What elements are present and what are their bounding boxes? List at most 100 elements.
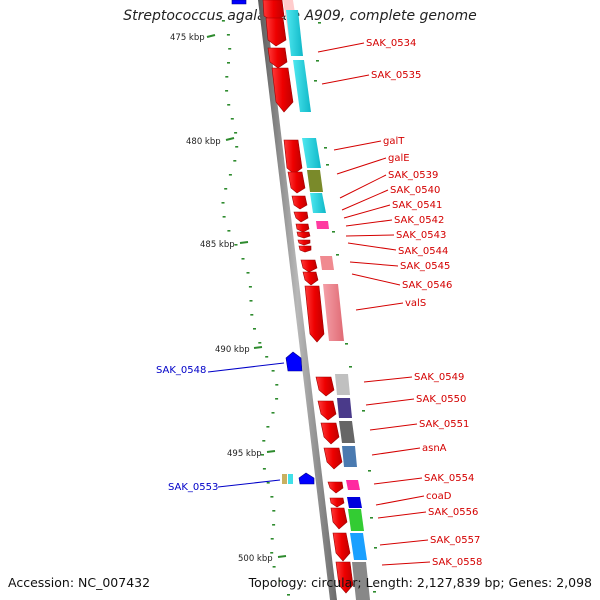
- gene-label-sak-0554: SAK_0554: [424, 473, 474, 484]
- gc-dot: [266, 482, 270, 484]
- gc-dot: [234, 132, 238, 134]
- kbp-label-495: 495 kbp: [227, 449, 262, 459]
- gc-dot: [271, 370, 275, 372]
- reverse-leader-lines: [207, 362, 285, 488]
- gene-label-sak-0540: SAK_0540: [390, 185, 440, 196]
- gene-label-sak-0535: SAK_0535: [371, 70, 421, 81]
- gene-label-sak-0545: SAK_0545: [400, 261, 450, 272]
- gc-dot: [227, 104, 231, 106]
- gene-label-sak-0551: SAK_0551: [419, 419, 469, 430]
- gc-dot: [250, 314, 254, 316]
- forward-gene-labels: SAK_0534 SAK_0535 galT galE SAK_0539 SAK…: [366, 38, 482, 568]
- gc-dot: [275, 384, 279, 386]
- gc-dot: [262, 440, 266, 442]
- gene-label-asna: asnA: [422, 443, 447, 454]
- gc-dot: [287, 594, 290, 596]
- kbp-label-475: 475 kbp: [170, 33, 205, 43]
- gc-dot: [228, 174, 232, 176]
- gc-dot: [362, 410, 365, 412]
- feature-color-track: [283, 0, 370, 600]
- gene-label-sak-0546: SAK_0546: [402, 280, 452, 291]
- gc-dot: [221, 202, 225, 204]
- gc-dot: [228, 48, 232, 50]
- gc-dot: [230, 118, 234, 120]
- gene-label-sak-0553: SAK_0553: [168, 482, 218, 493]
- gc-dot: [248, 286, 252, 288]
- gc-dot: [224, 188, 228, 190]
- gene-label-sak-0541: SAK_0541: [392, 200, 442, 211]
- gc-dot: [235, 146, 239, 148]
- gc-dot: [272, 524, 276, 526]
- gc-dot: [324, 147, 327, 149]
- gc-dot: [373, 591, 376, 593]
- reverse-genes: [231, 0, 315, 485]
- gc-dot: [368, 470, 371, 472]
- forward-genes: [262, 0, 354, 594]
- map-title: Streptococcus agalactiae A909, complete …: [123, 8, 477, 24]
- gc-dot: [233, 160, 237, 162]
- gc-content-track: [221, 20, 377, 596]
- gc-dot: [314, 80, 317, 82]
- gc-dot: [336, 254, 339, 256]
- tick-485: [239, 241, 249, 244]
- gene-label-sak-0549: SAK_0549: [414, 372, 464, 383]
- gene-label-sak-0539: SAK_0539: [388, 170, 438, 181]
- gc-dot: [234, 244, 238, 246]
- gene-label-sak-0556: SAK_0556: [428, 507, 478, 518]
- gene-label-sak-0548: SAK_0548: [156, 365, 206, 376]
- gc-dot: [265, 356, 269, 358]
- kbp-label-485: 485 kbp: [200, 240, 235, 250]
- accession-text: Accession: NC_007432: [8, 575, 151, 590]
- gc-dot: [370, 517, 373, 519]
- gc-dot: [332, 231, 335, 233]
- kbp-label-480: 480 kbp: [186, 137, 221, 147]
- tick-480: [225, 137, 235, 141]
- kbp-label-490: 490 kbp: [215, 345, 250, 355]
- reverse-gene-labels: SAK_0548 SAK_0553: [156, 365, 218, 493]
- gc-dot: [227, 62, 230, 64]
- gene-label-sak-0550: SAK_0550: [416, 394, 466, 405]
- gc-dot: [318, 22, 321, 24]
- tick-500: [277, 555, 287, 558]
- gc-dot: [272, 566, 276, 568]
- gc-dot: [261, 454, 264, 456]
- gc-dot: [253, 328, 256, 330]
- tick-475: [206, 34, 216, 38]
- gene-label-sak-0542: SAK_0542: [394, 215, 444, 226]
- gc-dot: [222, 216, 226, 218]
- gc-dot: [262, 468, 266, 470]
- gene-label-sak-0544: SAK_0544: [398, 246, 448, 257]
- gc-dot: [249, 300, 253, 302]
- gc-dot: [275, 398, 279, 400]
- gene-label-coad: coaD: [426, 491, 452, 502]
- gene-label-sak-0557: SAK_0557: [430, 535, 480, 546]
- gc-dot: [266, 426, 270, 428]
- gc-dot: [270, 552, 274, 554]
- gc-dot: [345, 343, 348, 345]
- gc-dot: [270, 538, 274, 540]
- gene-label-vals: valS: [405, 298, 426, 309]
- gc-dot: [349, 366, 352, 368]
- tick-495: [266, 450, 276, 453]
- gc-dot: [226, 34, 230, 36]
- genome-backbone: [258, 0, 337, 600]
- gc-dot: [270, 496, 274, 498]
- genome-summary-text: Topology: circular; Length: 2,127,839 bp…: [248, 575, 592, 590]
- gc-dot: [227, 230, 231, 232]
- kbp-label-500: 500 kbp: [238, 554, 273, 564]
- forward-leader-lines: [317, 42, 431, 566]
- small-feature-block-2: [288, 474, 293, 484]
- gc-dot: [225, 90, 229, 92]
- kbp-ruler: 475 kbp 480 kbp 485 kbp 490 kbp 495 kbp …: [170, 33, 287, 564]
- small-feature-block: [282, 474, 287, 484]
- gc-dot: [225, 76, 229, 78]
- gene-label-galt: galT: [383, 136, 405, 147]
- gc-dot: [316, 60, 319, 62]
- gc-dot: [241, 258, 245, 260]
- gene-label-sak-0543: SAK_0543: [396, 230, 446, 241]
- tick-490: [253, 346, 263, 349]
- gene-label-sak-0558: SAK_0558: [432, 557, 482, 568]
- gene-label-gale: galE: [388, 153, 410, 164]
- gc-dot: [258, 342, 262, 344]
